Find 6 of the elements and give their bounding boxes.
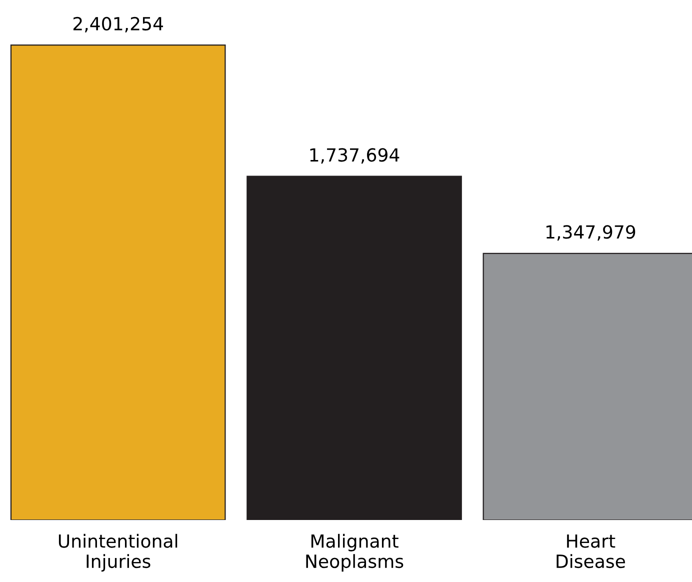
x-tick-label: Heart Disease bbox=[556, 534, 625, 568]
data-label: 2,401,254 bbox=[73, 16, 164, 32]
x-tick-label: Unintentional Injuries bbox=[58, 534, 178, 572]
data-label: 1,347,979 bbox=[546, 225, 636, 241]
data-label: 1,737,694 bbox=[310, 148, 400, 164]
x-tick-label: Malignant Neoplasms bbox=[306, 534, 404, 572]
